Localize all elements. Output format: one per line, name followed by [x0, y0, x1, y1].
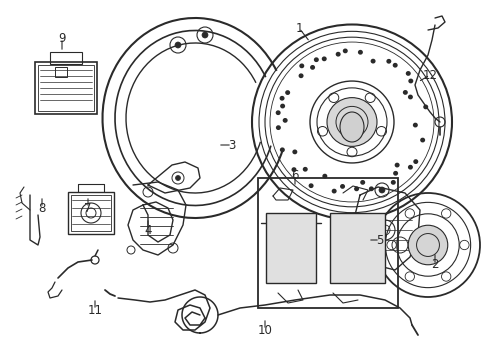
Ellipse shape — [321, 57, 326, 61]
Text: 4: 4 — [144, 224, 151, 237]
Circle shape — [378, 187, 384, 193]
Ellipse shape — [407, 165, 412, 170]
Text: 1: 1 — [295, 22, 302, 35]
Ellipse shape — [394, 163, 399, 167]
Ellipse shape — [285, 90, 289, 95]
Ellipse shape — [302, 167, 307, 172]
Ellipse shape — [419, 138, 424, 143]
Ellipse shape — [339, 112, 363, 142]
Ellipse shape — [322, 174, 326, 179]
Bar — [265, 213, 315, 283]
Ellipse shape — [407, 78, 412, 84]
Bar — [329, 213, 384, 283]
Ellipse shape — [412, 159, 417, 164]
Ellipse shape — [390, 180, 395, 185]
Text: 3: 3 — [228, 139, 235, 152]
Ellipse shape — [412, 123, 417, 127]
Ellipse shape — [282, 118, 287, 123]
Ellipse shape — [298, 73, 303, 78]
Ellipse shape — [407, 95, 412, 99]
Ellipse shape — [353, 186, 358, 191]
Text: 2: 2 — [430, 258, 438, 271]
Ellipse shape — [405, 71, 410, 76]
Text: 9: 9 — [58, 32, 65, 45]
Bar — [68, 192, 114, 234]
Text: 5: 5 — [376, 234, 383, 247]
Ellipse shape — [357, 50, 362, 55]
Ellipse shape — [331, 189, 336, 193]
Circle shape — [175, 42, 181, 48]
Ellipse shape — [279, 147, 285, 152]
Text: 7: 7 — [84, 202, 92, 215]
Text: 8: 8 — [38, 202, 45, 215]
Ellipse shape — [275, 110, 280, 115]
Ellipse shape — [402, 90, 407, 95]
Bar — [35, 62, 97, 114]
Ellipse shape — [292, 149, 297, 154]
Ellipse shape — [370, 59, 375, 63]
Ellipse shape — [326, 98, 376, 147]
Ellipse shape — [335, 107, 367, 138]
Ellipse shape — [279, 96, 284, 101]
Circle shape — [407, 225, 447, 265]
Bar — [71, 195, 111, 231]
Circle shape — [175, 176, 180, 180]
Bar — [258, 178, 397, 308]
Text: 10: 10 — [257, 324, 272, 337]
Ellipse shape — [422, 104, 427, 109]
Ellipse shape — [275, 125, 280, 130]
Bar — [50, 52, 82, 64]
Ellipse shape — [280, 104, 285, 108]
Ellipse shape — [342, 49, 347, 53]
Circle shape — [202, 32, 207, 38]
Text: 6: 6 — [291, 168, 298, 181]
Ellipse shape — [392, 171, 397, 176]
Ellipse shape — [299, 63, 304, 68]
Ellipse shape — [368, 186, 373, 191]
Ellipse shape — [360, 180, 365, 185]
Ellipse shape — [308, 183, 313, 188]
Ellipse shape — [291, 167, 296, 172]
Ellipse shape — [339, 184, 345, 189]
Text: 12: 12 — [422, 68, 437, 81]
Ellipse shape — [309, 65, 314, 70]
Text: 11: 11 — [87, 303, 102, 316]
Ellipse shape — [335, 52, 340, 57]
Ellipse shape — [313, 57, 318, 62]
Ellipse shape — [386, 59, 390, 64]
Ellipse shape — [392, 63, 397, 68]
Bar — [38, 65, 94, 111]
Bar — [55, 67, 67, 77]
